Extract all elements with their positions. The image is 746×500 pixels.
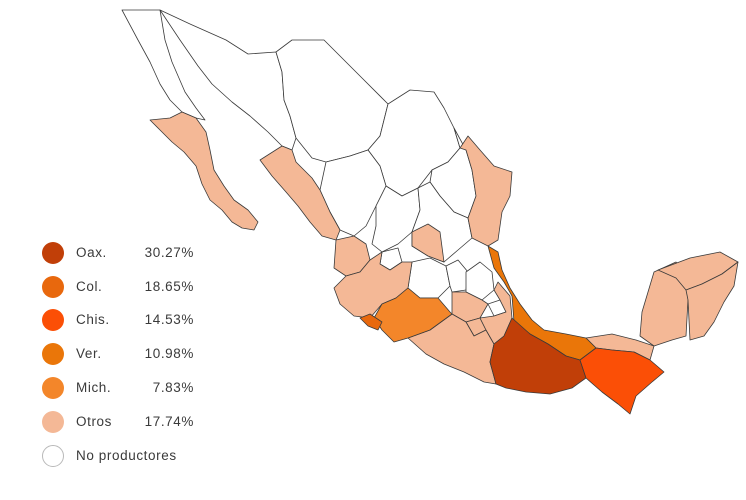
- state-sinaloa: [259, 145, 341, 241]
- legend-swatch: [42, 445, 64, 467]
- legend-item: Chis. 14.53%: [42, 309, 262, 333]
- legend-label: Otros: [76, 414, 113, 429]
- state-jalisco: [333, 251, 413, 319]
- state-colima: [359, 313, 383, 331]
- state-guanajuato: [407, 257, 451, 299]
- legend-item: Ver. 10.98%: [42, 343, 262, 367]
- legend-label: Ver.: [76, 346, 102, 361]
- legend-item: Otros 17.74%: [42, 411, 262, 435]
- legend-label: Col.: [76, 279, 103, 294]
- state-chiapas: [579, 347, 665, 415]
- legend-swatch: [42, 309, 64, 331]
- state-sonora: [159, 9, 297, 151]
- legend-swatch: [42, 242, 64, 264]
- state-tamaulipas: [459, 135, 513, 247]
- legend-item: Col. 18.65%: [42, 276, 262, 300]
- legend-value: 17.74%: [144, 414, 194, 429]
- state-michoacan: [373, 287, 453, 343]
- legend-label: Mich.: [76, 380, 112, 395]
- legend-swatch: [42, 377, 64, 399]
- state-puebla: [479, 281, 513, 345]
- state-baja-california-sur: [149, 111, 259, 231]
- legend-item: Mich. 7.83%: [42, 377, 262, 401]
- legend-swatch: [42, 276, 64, 298]
- legend-value: 14.53%: [144, 312, 194, 327]
- legend-label: Chis.: [76, 312, 110, 327]
- legend-value: 10.98%: [144, 346, 194, 361]
- state-quintana-roo: [685, 261, 739, 341]
- legend-value: 30.27%: [144, 245, 194, 260]
- legend-label: No productores: [76, 448, 177, 463]
- legend-value: 7.83%: [152, 380, 194, 395]
- legend-swatch: [42, 343, 64, 365]
- legend-value: 18.65%: [144, 279, 194, 294]
- state-zacatecas: [371, 185, 421, 253]
- state-san-luis-east: [411, 223, 445, 263]
- state-baja-california: [121, 9, 206, 121]
- legend-item: No productores: [42, 445, 262, 469]
- legend-label: Oax.: [76, 245, 107, 260]
- legend-swatch: [42, 411, 64, 433]
- legend-item: Oax. 30.27%: [42, 242, 262, 266]
